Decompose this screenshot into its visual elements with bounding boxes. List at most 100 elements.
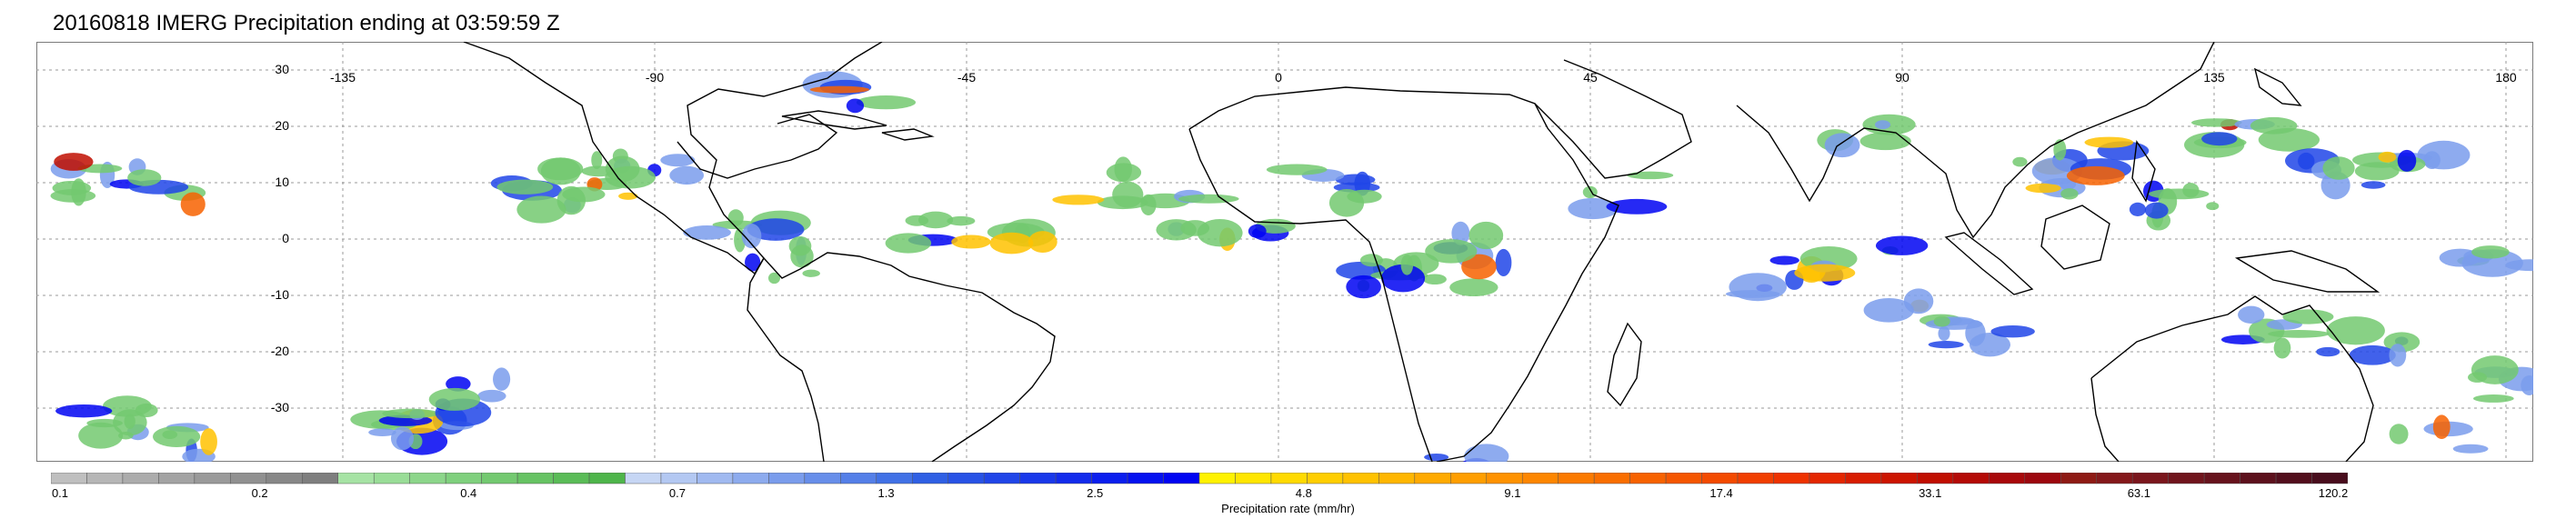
colorbar-swatch xyxy=(122,473,159,484)
precipitation-cell xyxy=(2354,162,2400,181)
precipitation-cell xyxy=(1468,221,1504,250)
precipitation-cell xyxy=(669,165,705,185)
colorbar-swatch xyxy=(1880,473,1918,484)
precipitation-cell xyxy=(2190,118,2242,127)
precipitation-cell xyxy=(1027,231,1057,253)
coastline-hispaniola xyxy=(881,128,935,141)
coastline-gulf-mexico xyxy=(677,114,838,179)
colorbar-swatch xyxy=(553,473,590,484)
precipitation-cell xyxy=(885,233,932,254)
precipitation-cell xyxy=(368,428,396,436)
precipitation-cell xyxy=(605,165,656,189)
colorbar-swatch xyxy=(2096,473,2133,484)
colorbar-tick-label: 0.4 xyxy=(460,486,476,500)
colorbar-swatch xyxy=(51,473,87,484)
colorbar-swatch xyxy=(1055,473,1092,484)
colorbar: 0.1 0.2 0.4 0.7 1.3 2.5 4.8 9.1 17.4 33.1 63.1 120.… xyxy=(51,473,2348,500)
precipitation-cell xyxy=(537,157,584,181)
colorbar-tick-label: 33.1 xyxy=(1919,486,1941,500)
precipitation-cell xyxy=(2012,156,2028,167)
colorbar-swatch xyxy=(912,473,948,484)
precipitation-cell xyxy=(562,186,606,203)
precipitation-cell xyxy=(2238,305,2265,324)
precipitation-cell xyxy=(2282,309,2334,324)
precipitation-cell xyxy=(1729,273,1787,302)
colorbar-swatch xyxy=(1558,473,1595,484)
precipitation-cell xyxy=(2053,139,2067,161)
precipitation-cell xyxy=(2066,165,2125,185)
precipitation-cell xyxy=(2322,156,2355,180)
colorbar-swatch xyxy=(1917,473,1954,484)
chart-title: 20160818 IMERG Precipitation ending at 0… xyxy=(53,11,560,35)
precipitation-cell xyxy=(2417,140,2471,170)
lat-label-30n: 30 xyxy=(275,62,289,76)
precipitation-cell xyxy=(1568,197,1619,220)
coastlines xyxy=(463,42,2381,462)
colorbar-swatch xyxy=(1701,473,1739,484)
colorbar-swatch xyxy=(588,473,626,484)
precipitation-cell xyxy=(1451,221,1470,245)
colorbar-swatch xyxy=(230,473,267,484)
precipitation-cell xyxy=(1422,274,1447,285)
precipitation-cell xyxy=(1400,255,1414,275)
precipitation-cell xyxy=(727,209,744,226)
precipitation-cell xyxy=(54,153,94,171)
colorbar-swatch xyxy=(1737,473,1774,484)
precipitation-cell xyxy=(1248,224,1267,238)
precipitation-cell xyxy=(2472,394,2514,403)
colorbar-swatch xyxy=(373,473,410,484)
precipitation-cell xyxy=(2439,248,2481,267)
colorbar-swatch xyxy=(1378,473,1416,484)
precipitation-cell xyxy=(1969,332,2010,357)
precipitation-cell xyxy=(2149,188,2210,200)
colorbar-tick-label: 63.1 xyxy=(2128,486,2150,500)
coastline-japan xyxy=(2253,67,2302,106)
colorbar-swatch xyxy=(481,473,518,484)
precipitation-cell xyxy=(135,403,158,418)
colorbar-swatch xyxy=(804,473,841,484)
coastline-south-america xyxy=(763,252,1056,462)
colorbar-tick-label: 120.2 xyxy=(2319,486,2348,500)
precipitation-cell xyxy=(1346,274,1381,299)
precipitation-cell xyxy=(382,408,439,419)
precipitation-cell xyxy=(1359,254,1384,267)
precipitation-cell xyxy=(1114,156,1132,182)
lon-label-90e: 90 xyxy=(1895,70,1909,85)
precipitation-cell xyxy=(2206,202,2220,211)
precipitation-cell xyxy=(516,195,566,224)
precipitation-cell xyxy=(55,404,113,418)
colorbar-swatch xyxy=(2240,473,2277,484)
precipitation-cell xyxy=(2326,316,2385,345)
map-frame xyxy=(36,42,2533,462)
precipitation-cell xyxy=(2452,444,2489,454)
colorbar-swatch xyxy=(2168,473,2205,484)
precipitation-cell xyxy=(660,154,696,167)
precipitation-cell xyxy=(2084,136,2134,148)
colorbar-swatch xyxy=(266,473,303,484)
colorbar-swatch xyxy=(1198,473,1236,484)
lat-label-10n: 10 xyxy=(275,175,289,189)
colorbar-swatch xyxy=(194,473,231,484)
precipitation-cell xyxy=(2201,132,2238,146)
colorbar-swatch xyxy=(1235,473,1272,484)
colorbar-swatch xyxy=(1486,473,1523,484)
colorbar-tick-label: 1.3 xyxy=(878,486,895,500)
precipitation-cell xyxy=(989,232,1034,255)
colorbar-swatch xyxy=(1521,473,1559,484)
colorbar-swatch xyxy=(840,473,877,484)
precipitation-cell xyxy=(2129,202,2147,216)
precipitation-cell xyxy=(86,418,123,428)
precipitation-cell xyxy=(2378,151,2397,163)
precipitation-cell xyxy=(127,169,162,186)
coastline-south-america-west xyxy=(747,257,825,462)
precipitation-cell xyxy=(118,431,134,440)
precipitation-cell xyxy=(591,151,603,169)
precipitation-cell xyxy=(1990,325,2035,338)
precipitation-cell xyxy=(1097,195,1148,210)
colorbar-swatch xyxy=(337,473,375,484)
colorbar-tick-label: 0.1 xyxy=(52,486,68,500)
precipitation-cell xyxy=(2268,330,2330,338)
precipitation-cell xyxy=(1874,120,1891,130)
precipitation-cell xyxy=(1928,341,1964,349)
colorbar-swatch xyxy=(1450,473,1487,484)
